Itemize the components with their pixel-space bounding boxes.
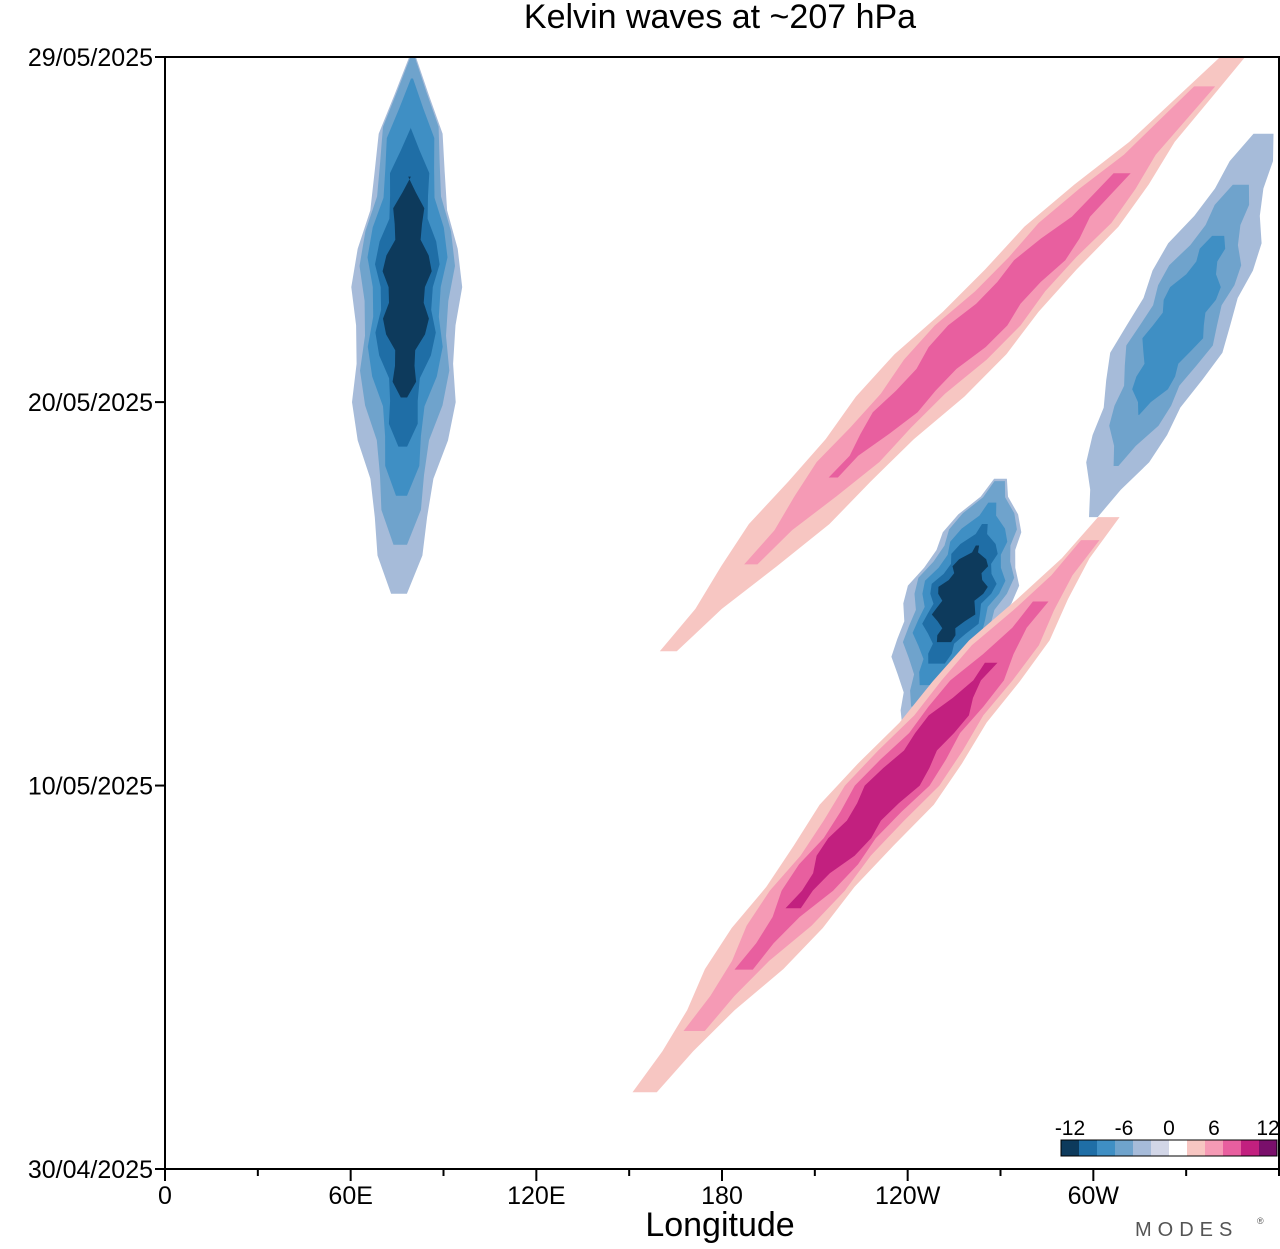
x-tick-label: 180	[701, 1182, 743, 1210]
contour-band-pos-6	[828, 173, 1131, 478]
x-tick-label: 60E	[328, 1182, 372, 1210]
colorbar: -12 -6 0 6 12	[1055, 1117, 1280, 1157]
colorbar-swatch	[1115, 1140, 1133, 1156]
x-tick-label: 120W	[875, 1182, 941, 1210]
x-tick-label: 120E	[507, 1182, 565, 1210]
colorbar-label: 0	[1163, 1117, 1175, 1140]
anomaly-feature-2	[891, 478, 1022, 728]
colorbar-label: -12	[1055, 1117, 1085, 1140]
colorbar-swatch	[1187, 1140, 1205, 1156]
colorbar-swatch	[1169, 1140, 1187, 1156]
anomaly-feature-5	[1086, 133, 1274, 518]
colorbar-swatch	[1223, 1140, 1241, 1156]
chart-title: Kelvin waves at ~207 hPa	[524, 0, 916, 36]
anomaly-feature-1	[351, 57, 463, 594]
colorbar-swatch	[1133, 1140, 1151, 1156]
contour-band-neg-6	[1132, 235, 1226, 415]
anomaly-feature-3	[632, 517, 1120, 1093]
colorbar-frame	[1060, 1139, 1278, 1157]
contour-band-neg-10	[931, 545, 989, 643]
x-axis: 0 60E 120E 180 120W 60W	[158, 1169, 1280, 1210]
y-tick-label: 29/05/2025	[28, 44, 153, 72]
contour-band-neg-10	[382, 176, 432, 398]
colorbar-swatch	[1097, 1140, 1115, 1156]
colorbar-label: -6	[1115, 1117, 1134, 1140]
heatmap-field	[351, 57, 1274, 1093]
contour-band-pos-8	[785, 662, 998, 909]
colorbar-swatch	[1079, 1140, 1097, 1156]
x-tick-label: 60W	[1068, 1182, 1120, 1210]
x-axis-title: Longitude	[645, 1206, 794, 1244]
y-axis: 30/04/2025 10/05/2025 20/05/2025 29/05/2025	[28, 44, 165, 1184]
x-tick-label: 0	[158, 1182, 172, 1210]
anomaly-feature-4	[659, 57, 1246, 652]
colorbar-label: 12	[1256, 1117, 1279, 1140]
y-tick-label: 30/04/2025	[28, 1156, 153, 1184]
brand-text: MODES	[1135, 1219, 1238, 1241]
y-tick-label: 20/05/2025	[28, 389, 153, 417]
colorbar-swatch	[1259, 1140, 1277, 1156]
brand-logo: MODES ®	[1135, 1216, 1264, 1241]
colorbar-swatch	[1205, 1140, 1223, 1156]
brand-mark: ®	[1257, 1216, 1264, 1226]
colorbar-label: 6	[1208, 1117, 1220, 1140]
y-tick-label: 10/05/2025	[28, 773, 153, 801]
colorbar-swatch	[1061, 1140, 1079, 1156]
colorbar-swatch	[1151, 1140, 1169, 1156]
colorbar-swatch	[1241, 1140, 1259, 1156]
